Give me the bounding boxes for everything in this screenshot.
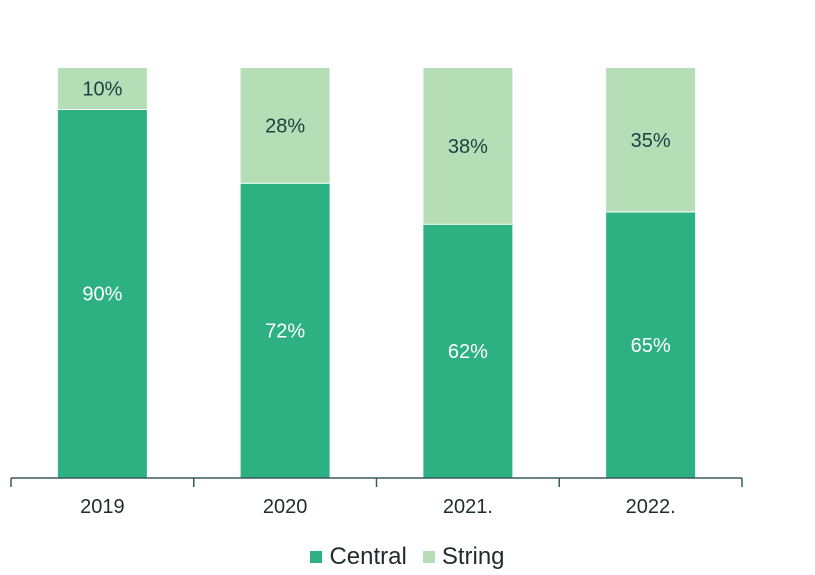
x-tick-label-2019: 2019 xyxy=(80,496,125,518)
legend-item-central: Central xyxy=(310,543,407,571)
x-tick-label-2021.: 2021. xyxy=(443,496,493,518)
legend-swatch-central xyxy=(310,551,323,563)
x-tick-label-2022.: 2022. xyxy=(626,496,676,518)
bar-string-2020 xyxy=(240,68,330,183)
bar-string-2019 xyxy=(57,68,147,109)
legend-label-central: Central xyxy=(329,543,407,570)
legend-label-string: String xyxy=(441,543,505,570)
bar-central-2021. xyxy=(423,223,513,478)
legend: Central String xyxy=(0,543,815,571)
bar-central-2019 xyxy=(57,109,147,478)
bar-string-2022. xyxy=(606,68,696,212)
legend-swatch-string xyxy=(422,551,435,563)
legend-item-string: String xyxy=(422,543,505,571)
data-label-string-2021.: 38% xyxy=(448,136,488,158)
data-label-string-2020: 28% xyxy=(265,115,305,137)
data-label-central-2019: 90% xyxy=(82,284,122,306)
bar-central-2022. xyxy=(606,211,696,478)
data-label-central-2021.: 62% xyxy=(448,341,488,363)
data-label-central-2022.: 65% xyxy=(631,335,671,357)
data-label-string-2019: 10% xyxy=(82,79,122,101)
data-label-central-2020: 72% xyxy=(265,320,305,342)
data-label-string-2022.: 35% xyxy=(631,130,671,152)
bar-central-2020 xyxy=(240,182,330,479)
x-tick-label-2020: 2020 xyxy=(263,496,308,518)
bar-string-2021. xyxy=(423,68,513,224)
